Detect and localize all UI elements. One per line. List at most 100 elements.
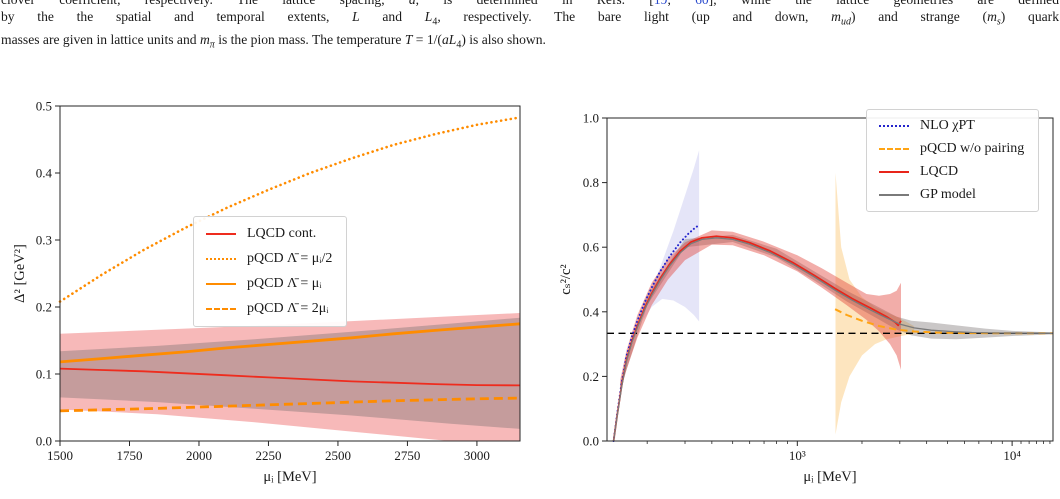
y-tick-label: 0.0 bbox=[36, 434, 52, 449]
caption-text: L bbox=[352, 9, 360, 25]
legend-entry: pQCD w/o pairing bbox=[879, 141, 1024, 157]
y-tick-label: 0.3 bbox=[36, 233, 52, 248]
legend-entry: NLO χPT bbox=[879, 118, 1024, 134]
series-LQCD cont. bbox=[59, 367, 521, 387]
band-pqcd-band bbox=[835, 172, 915, 435]
legend-line-sample bbox=[879, 148, 909, 150]
chart-delta-squared: 1500 1750 2000 2250 2500 2750 3000 0.0 0.1 0.2 0.3… bbox=[0, 85, 530, 499]
series-pQCD Λ̄ = μᵢ/2 bbox=[58, 116, 522, 303]
caption-text: T bbox=[404, 32, 413, 48]
legend-entry: pQCD Λ̄ = μᵢ bbox=[206, 276, 332, 292]
caption-text: clover coefficient, respectively. The la… bbox=[1, 0, 409, 7]
caption-text: masses are given in lattice units and bbox=[1, 32, 200, 48]
legend-line-sample bbox=[206, 308, 236, 310]
legend-label: LQCD bbox=[920, 164, 959, 179]
legend-entry: GP model bbox=[879, 187, 1024, 203]
axes-box bbox=[59, 105, 521, 442]
x-tick-label: 2250 bbox=[255, 448, 281, 463]
citation-link[interactable]: 19 bbox=[654, 0, 668, 7]
citation-link[interactable]: 60 bbox=[695, 0, 709, 7]
caption-text: L bbox=[424, 9, 433, 25]
y-tick-label: 0.6 bbox=[583, 240, 600, 255]
caption-line-3: masses are given in lattice units and mπ… bbox=[1, 31, 1059, 54]
y-tick-label: 0.4 bbox=[36, 166, 53, 181]
caption-text: , respectively. The bare light (up and d… bbox=[437, 9, 832, 25]
series-GP model bbox=[612, 237, 1054, 442]
y-axis-label: cₛ²/c² bbox=[558, 264, 574, 295]
legend-label: NLO χPT bbox=[920, 118, 975, 133]
x-tick-label: 2750 bbox=[394, 448, 420, 463]
y-tick-label: 0.8 bbox=[583, 175, 599, 190]
chart-delta-squared-svg: 1500 1750 2000 2250 2500 2750 3000 0.0 0.1 0.2 0.3… bbox=[12, 99, 522, 485]
caption-text: ) and strange ( bbox=[850, 9, 988, 25]
legend-entry: pQCD Λ̄ = 2μᵢ bbox=[206, 301, 332, 317]
y-tick-label: 0.5 bbox=[36, 99, 52, 114]
caption-text: 4 bbox=[456, 39, 462, 51]
legend-label: pQCD Λ̄ = 2μᵢ bbox=[247, 301, 329, 316]
caption-text: and bbox=[359, 9, 425, 25]
caption-text: m bbox=[831, 9, 841, 25]
legend-entry: LQCD bbox=[879, 164, 1024, 180]
y-tick-label: 0.2 bbox=[583, 369, 599, 384]
x-axis-label: μᵢ [MeV] bbox=[803, 469, 856, 485]
legend-label: GP model bbox=[920, 187, 976, 202]
figure-caption: clover coefficient, respectively. The la… bbox=[0, 0, 1060, 54]
caption-text: , is determined in Refs. [ bbox=[416, 0, 654, 7]
chart-sound-speed-svg: 10³ 10⁴ 0.0 0.2 0.4 0.6 0.8 1.0 μᵢ [MeV] cₛ²/c² bbox=[558, 111, 1054, 485]
legend-line-sample bbox=[206, 233, 236, 235]
x-tick-label: 10³ bbox=[789, 448, 806, 463]
axes-box bbox=[606, 117, 1054, 442]
caption-text: π bbox=[209, 39, 215, 51]
figure-row: 1500 1750 2000 2250 2500 2750 3000 0.0 0.1 0.2 0.3… bbox=[0, 85, 1060, 499]
legend-line-sample bbox=[879, 125, 909, 127]
caption-text: ud bbox=[840, 16, 851, 28]
caption-text: aL bbox=[441, 32, 457, 48]
x-tick-label: 2000 bbox=[186, 448, 212, 463]
y-tick-label: 0.4 bbox=[583, 304, 600, 319]
legend-line-sample bbox=[879, 171, 909, 173]
caption-text: 4 bbox=[432, 16, 438, 28]
band-lqcd-band bbox=[620, 230, 901, 393]
caption-text: m bbox=[987, 9, 997, 25]
x-tick-label: 3000 bbox=[464, 448, 490, 463]
legend-label: pQCD w/o pairing bbox=[920, 141, 1025, 156]
legend-label: LQCD cont. bbox=[247, 226, 317, 241]
caption-text: is the pion mass. The temperature bbox=[214, 32, 405, 48]
y-tick-label: 0.1 bbox=[36, 367, 52, 382]
y-tick-label: 1.0 bbox=[583, 111, 599, 126]
legend-entry: LQCD cont. bbox=[206, 226, 332, 242]
caption-text: ) quark bbox=[1000, 9, 1059, 25]
x-tick-label: 1500 bbox=[47, 448, 73, 463]
caption-text: ], while the lattice geometries are defi… bbox=[709, 0, 1059, 7]
band-gray-overlay-band bbox=[60, 317, 520, 429]
y-tick-label: 0.0 bbox=[583, 434, 599, 449]
x-tick-label: 10⁴ bbox=[1003, 448, 1021, 463]
legend-right-chart: NLO χPT pQCD w/o pairing LQCD GP model bbox=[866, 109, 1040, 212]
caption-text: = 1/( bbox=[412, 32, 442, 48]
caption-text: by the the spatial and temporal extents, bbox=[1, 9, 353, 25]
legend-label: pQCD Λ̄ = μᵢ bbox=[247, 276, 322, 291]
x-tick-label: 1750 bbox=[116, 448, 142, 463]
caption-text: s bbox=[996, 16, 1001, 28]
series-pQCD Λ̄ = μᵢ bbox=[59, 322, 521, 364]
legend-line-sample bbox=[879, 194, 909, 196]
caption-line-1: clover coefficient, respectively. The la… bbox=[1, 0, 1059, 8]
legend-left-chart: LQCD cont. pQCD Λ̄ = μᵢ/2 pQCD Λ̄ = μᵢ pQCD… bbox=[193, 216, 348, 327]
y-tick-label: 0.2 bbox=[36, 300, 52, 315]
caption-text: m bbox=[199, 32, 210, 48]
band-nlo-chipt-band bbox=[643, 150, 700, 322]
x-axis-label: μᵢ [MeV] bbox=[263, 469, 316, 485]
legend-line-sample bbox=[206, 258, 236, 260]
series-pQCD Λ̄ = 2μᵢ bbox=[59, 396, 521, 413]
caption-line-2: by the the spatial and temporal extents,… bbox=[1, 8, 1059, 31]
legend-label: pQCD Λ̄ = μᵢ/2 bbox=[247, 251, 333, 266]
chart-sound-speed: 10³ 10⁴ 0.0 0.2 0.4 0.6 0.8 1.0 μᵢ [MeV] cₛ²/c² N… bbox=[530, 85, 1060, 499]
legend-entry: pQCD Λ̄ = μᵢ/2 bbox=[206, 251, 332, 267]
caption-text: , bbox=[667, 0, 695, 7]
y-axis-label: Δ² [GeV²] bbox=[12, 244, 28, 303]
caption-text: ) is also shown. bbox=[461, 32, 546, 48]
legend-line-sample bbox=[206, 283, 236, 285]
x-tick-label: 2500 bbox=[325, 448, 351, 463]
caption-text: a bbox=[409, 0, 416, 7]
